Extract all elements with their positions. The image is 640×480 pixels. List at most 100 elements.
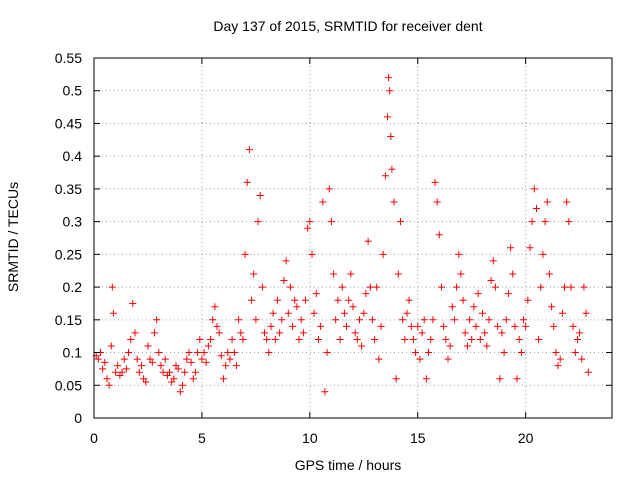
data-point	[433, 198, 441, 206]
data-point	[517, 349, 525, 356]
data-point	[176, 388, 184, 396]
data-point	[224, 349, 232, 356]
data-point	[409, 336, 417, 343]
data-point	[574, 336, 581, 343]
data-point	[166, 368, 173, 376]
data-point	[256, 192, 264, 199]
data-point	[153, 316, 161, 324]
data-point	[487, 277, 495, 284]
data-point	[263, 336, 271, 343]
data-point	[204, 342, 212, 350]
data-point	[390, 198, 398, 206]
data-point	[387, 133, 395, 140]
data-point	[507, 244, 515, 252]
data-point	[448, 303, 456, 311]
data-point	[276, 329, 284, 337]
data-point	[450, 316, 458, 324]
data-point	[243, 178, 251, 186]
data-point	[133, 355, 141, 363]
x-tick-label: 10	[302, 430, 318, 446]
data-point	[274, 296, 281, 304]
data-point	[414, 322, 422, 330]
data-point	[252, 316, 260, 324]
data-point	[220, 375, 227, 383]
data-point	[379, 250, 387, 258]
data-point	[202, 358, 210, 366]
data-point	[109, 309, 117, 317]
data-point	[420, 316, 428, 324]
data-point	[150, 329, 158, 337]
data-point	[569, 322, 577, 330]
data-point	[453, 283, 461, 291]
y-tick-labels: 0 0.05 0.1 0.15 0.2 0.25 0.3 0.35 0.4 0.45 0.5 0.55	[55, 50, 82, 426]
data-point	[360, 309, 368, 317]
data-point	[112, 368, 120, 376]
data-point	[358, 342, 366, 350]
data-point	[366, 283, 374, 291]
data-point	[135, 368, 143, 376]
x-tick-label: 0	[90, 430, 98, 446]
data-point	[207, 336, 215, 343]
data-point	[554, 362, 562, 370]
data-point	[565, 218, 573, 226]
data-point	[539, 250, 547, 258]
data-point	[284, 309, 292, 317]
data-point	[161, 355, 169, 363]
data-point	[373, 283, 381, 291]
data-point	[500, 349, 508, 356]
data-point	[558, 309, 566, 317]
data-point	[271, 336, 279, 343]
data-point	[237, 329, 245, 337]
y-tick-label: 0.35	[55, 181, 82, 197]
y-axis-label: SRMTID / TECUs	[5, 182, 21, 292]
data-point	[241, 250, 249, 258]
data-point	[353, 336, 361, 343]
data-point	[545, 270, 553, 278]
data-point	[576, 329, 584, 337]
x-axis-label: GPS time / hours	[295, 457, 402, 473]
data-point	[101, 358, 109, 366]
data-point	[181, 368, 189, 376]
data-point	[232, 362, 240, 370]
data-point	[306, 218, 314, 226]
chart-title: Day 137 of 2015, SRMTID for receiver den…	[213, 18, 482, 34]
data-point	[461, 329, 469, 337]
data-point	[412, 349, 420, 356]
data-point	[317, 322, 325, 330]
data-point	[474, 290, 482, 298]
data-point	[385, 74, 393, 82]
axis-ticks	[93, 57, 612, 419]
data-point	[561, 283, 568, 291]
data-point	[440, 322, 448, 330]
data-point	[191, 368, 199, 376]
data-point	[504, 290, 512, 298]
data-point	[526, 244, 534, 252]
data-point	[261, 329, 268, 337]
data-point	[122, 365, 130, 373]
data-point	[295, 336, 303, 343]
data-point	[403, 309, 411, 317]
data-point	[463, 342, 471, 350]
data-point	[107, 342, 115, 350]
data-point	[340, 309, 348, 317]
data-point	[179, 381, 186, 389]
data-point	[325, 185, 333, 193]
data-point	[332, 316, 340, 324]
data-point	[297, 316, 305, 324]
data-point	[226, 355, 234, 363]
data-point	[248, 296, 256, 304]
data-point	[494, 322, 502, 330]
y-tick-label: 0.15	[55, 312, 82, 328]
data-point	[108, 283, 116, 291]
data-point	[362, 290, 370, 298]
data-point	[530, 185, 538, 193]
data-point	[375, 355, 383, 363]
data-point	[472, 322, 480, 330]
data-point	[258, 283, 266, 291]
data-point	[401, 336, 409, 343]
data-point	[444, 355, 452, 363]
data-point	[351, 329, 359, 337]
data-point	[407, 322, 415, 330]
data-point	[310, 309, 318, 317]
data-point	[222, 362, 230, 370]
